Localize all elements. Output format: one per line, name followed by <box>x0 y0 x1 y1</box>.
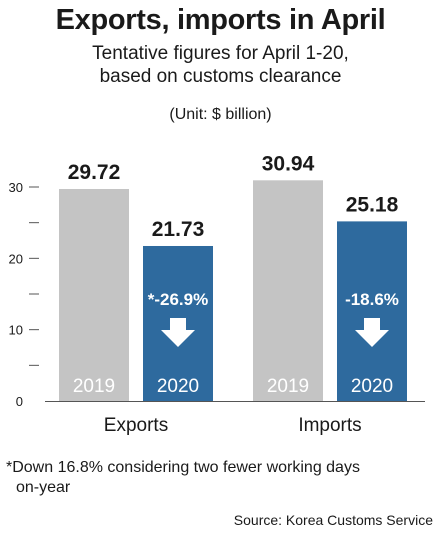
bar-2019-imports <box>253 180 323 401</box>
change-label: *-26.9% <box>148 290 208 309</box>
subtitle-line-1: Tentative figures for April 1-20, <box>92 43 349 64</box>
data-label: 29.72 <box>68 161 121 184</box>
y-tick-label: 20 <box>9 251 23 266</box>
year-label: 2020 <box>351 376 393 397</box>
source-label: Source: Korea Customs Service <box>233 512 433 528</box>
subtitle-line-2: based on customs clearance <box>99 66 342 87</box>
footnote: *Down 16.8% considering two fewer workin… <box>6 458 436 498</box>
y-tick-label: 10 <box>9 323 23 338</box>
down-arrow-icon <box>355 318 389 347</box>
category-label: Exports <box>104 415 168 436</box>
change-label: -18.6% <box>345 290 399 309</box>
down-arrow-icon <box>161 318 195 347</box>
category-label: Imports <box>298 415 361 436</box>
year-label: 2019 <box>267 376 309 397</box>
footnote-line-1: *Down 16.8% considering two fewer workin… <box>6 459 360 476</box>
data-label: 21.73 <box>152 218 205 241</box>
year-label: 2019 <box>73 376 115 397</box>
bar-2019-exports <box>59 188 129 401</box>
y-tick-label: 30 <box>9 180 23 195</box>
unit-label: (Unit: $ billion) <box>169 106 272 123</box>
chart-subtitle: Tentative figures for April 1-20, based … <box>0 42 441 88</box>
bar-2020-imports <box>337 221 407 401</box>
year-label: 2020 <box>157 376 199 397</box>
chart-title: Exports, imports in April <box>55 4 386 36</box>
footnote-line-2: on-year <box>16 479 71 496</box>
data-label: 30.94 <box>262 152 315 175</box>
data-label: 25.18 <box>346 193 399 216</box>
y-tick-label: 0 <box>16 394 23 409</box>
